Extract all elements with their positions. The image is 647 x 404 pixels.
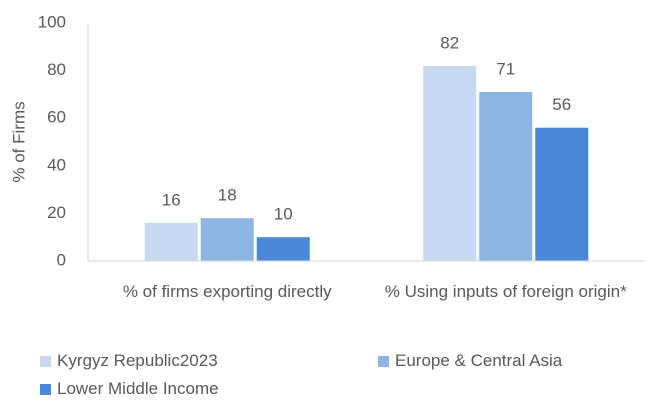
legend-item: Kyrgyz Republic2023	[40, 351, 218, 371]
data-label: 16	[162, 190, 181, 209]
legend-label: Europe & Central Asia	[395, 351, 563, 370]
legend-item: Lower Middle Income	[40, 379, 219, 399]
x-tick-label: % of firms exporting directly	[122, 282, 332, 301]
data-label: 18	[218, 186, 237, 205]
legend-item: Europe & Central Asia	[378, 351, 562, 371]
bar	[144, 222, 198, 261]
y-tick-label: 0	[57, 250, 66, 269]
legend-label: Lower Middle Income	[57, 379, 219, 398]
legend-label: Kyrgyz Republic2023	[57, 351, 218, 370]
bar	[256, 237, 310, 261]
data-label: 71	[496, 60, 515, 79]
legend-swatch	[378, 355, 389, 367]
y-tick-label: 80	[47, 60, 66, 79]
y-tick-label: 60	[47, 108, 66, 127]
data-label: 56	[552, 95, 571, 114]
bar	[479, 92, 533, 262]
data-label: 82	[440, 33, 459, 52]
legend-swatch	[40, 383, 51, 395]
bar	[423, 65, 477, 261]
x-tick-label: % Using inputs of foreign origin*	[384, 282, 627, 301]
y-tick-label: 100	[38, 12, 66, 31]
bar	[535, 127, 589, 261]
data-label: 10	[274, 205, 293, 224]
y-tick-label: 40	[47, 155, 66, 174]
y-tick-label: 20	[47, 203, 66, 222]
bar	[200, 218, 254, 261]
legend-swatch	[40, 355, 51, 367]
y-axis-title: % of Firms	[9, 101, 28, 182]
